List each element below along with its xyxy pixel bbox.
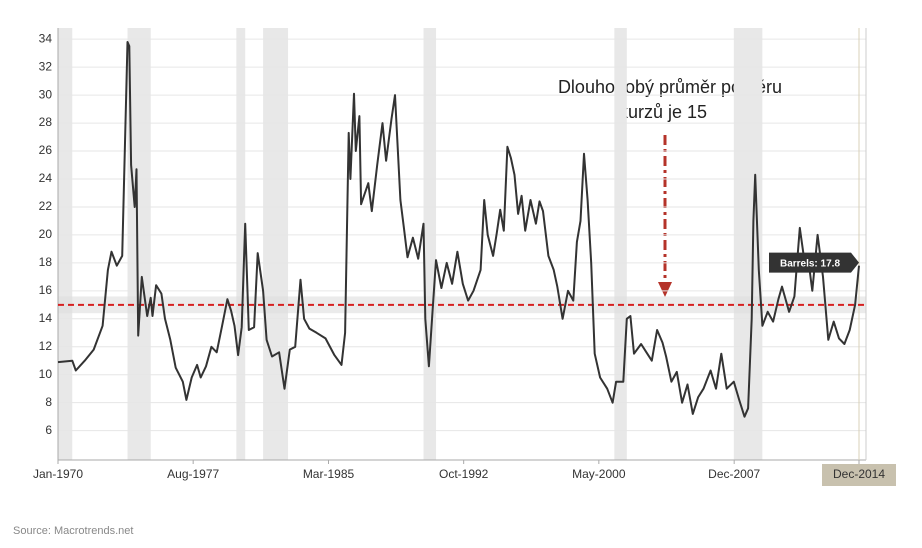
recession-band [614, 28, 627, 460]
x-tick-label: Oct-1992 [439, 467, 489, 481]
y-tick-label: 14 [39, 311, 53, 325]
y-tick-label: 6 [45, 423, 52, 437]
x-tick-label: Dec-2014 [833, 467, 885, 481]
arrow-head [658, 282, 672, 297]
y-tick-label: 18 [39, 255, 53, 269]
y-tick-label: 34 [39, 31, 53, 45]
source: Source: Macrotrends.net [13, 525, 133, 537]
x-tick-label: Aug-1977 [167, 467, 219, 481]
annotation: Dlouhodobý průměr poměru [558, 77, 782, 97]
tooltip-box [769, 252, 859, 273]
y-tick-label: 26 [39, 143, 53, 157]
tooltip: Barrels: 17.8 [780, 258, 840, 269]
recession-band [58, 28, 73, 460]
y-tick-label: 10 [39, 367, 53, 381]
recession-band [236, 28, 246, 460]
x-tick-label: Dec-2007 [708, 467, 760, 481]
recession-band [423, 28, 437, 460]
line [57, 41, 860, 418]
recession-band [263, 28, 289, 460]
x-label-box [822, 464, 896, 486]
y-tick-label: 24 [39, 171, 53, 185]
y-tick-label: 8 [45, 395, 52, 409]
y-tick-label: 22 [39, 199, 53, 213]
y-tick-label: 32 [39, 59, 53, 73]
y-tick-label: 28 [39, 115, 53, 129]
y-tick-label: 30 [39, 87, 53, 101]
y-tick-label: 20 [39, 227, 53, 241]
y-tick-label: 16 [39, 283, 53, 297]
x-tick-label: May-2000 [572, 467, 626, 481]
recession-band [127, 28, 151, 460]
x-tick-label: Jan-1970 [33, 467, 83, 481]
x-tick-label: Mar-1985 [303, 467, 355, 481]
annotation: kurzů je 15 [619, 102, 707, 122]
y-tick-label: 12 [39, 339, 53, 353]
